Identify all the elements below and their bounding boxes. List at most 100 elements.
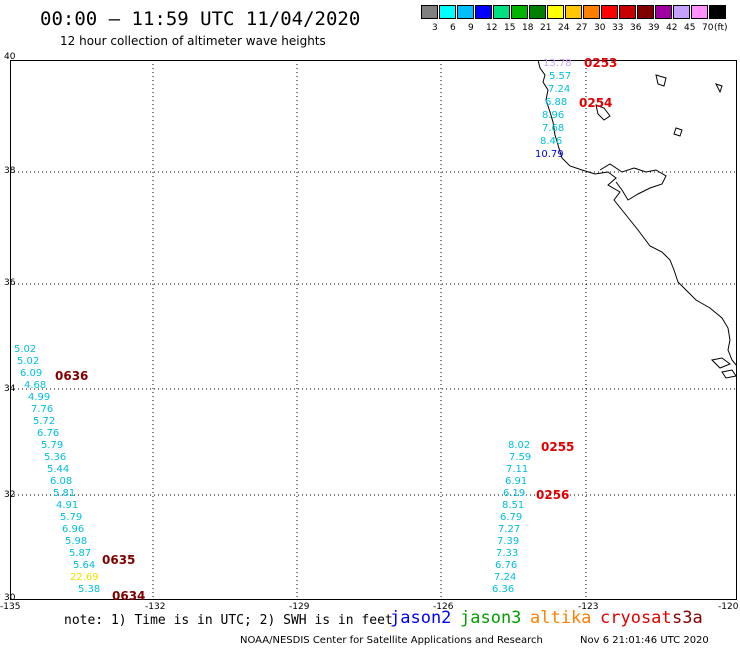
color-swatch [601, 5, 618, 19]
wave-height-value: 7.33 [496, 548, 519, 559]
color-scale-label: 45 [684, 23, 696, 33]
color-scale-label: 42 [666, 23, 678, 33]
legend-item-jason2: jason2 [390, 608, 452, 628]
wave-height-value: 6.19 [503, 488, 526, 499]
wave-height-value: 8.46 [540, 136, 563, 147]
wave-height-value: 5.79 [41, 440, 64, 451]
color-swatch [475, 5, 492, 19]
color-scale-label: (ft) [714, 23, 728, 33]
lat-label-34: 34 [4, 384, 16, 394]
color-swatch [457, 5, 474, 19]
lon-label-129: -129 [289, 602, 310, 612]
wave-height-value: 4.68 [24, 380, 47, 391]
wave-height-value: 6.09 [20, 368, 43, 379]
wave-height-value: 6.79 [500, 512, 523, 523]
wave-height-value: 8.02 [508, 440, 531, 451]
wave-height-value: 7.39 [497, 536, 520, 547]
color-scale-label: 9 [468, 23, 474, 33]
wave-height-value: 6.08 [50, 476, 73, 487]
color-swatch [619, 5, 636, 19]
credit-line: NOAA/NESDIS Center for Satellite Applica… [240, 635, 543, 646]
color-swatch [493, 5, 510, 19]
wave-height-value: 7.59 [509, 452, 532, 463]
coastline [537, 60, 737, 367]
lon-label-135: -135 [0, 602, 21, 612]
color-scale-label: 70 [702, 23, 714, 33]
color-scale-label: 27 [576, 23, 588, 33]
wave-height-value: 5.02 [17, 356, 40, 367]
wave-height-value: 5.87 [69, 548, 92, 559]
color-swatch [421, 5, 438, 19]
wave-height-value: 10.79 [535, 149, 564, 160]
pass-time-label: 0635 [102, 553, 136, 567]
lat-label-38: 38 [4, 166, 16, 176]
legend-item-s3a: s3a [672, 608, 703, 628]
lake-outline [595, 104, 611, 121]
wave-height-value: 22.69 [70, 572, 99, 583]
pass-time-label: 0255 [541, 440, 575, 454]
lake-outline [655, 74, 667, 87]
color-scale-label: 18 [522, 23, 534, 33]
wave-height-value: 4.91 [56, 500, 79, 511]
pass-time-label: 0256 [536, 488, 570, 502]
wave-height-value: 7.24 [494, 572, 517, 583]
legend-item-jason3: jason3 [460, 608, 522, 628]
wave-height-value: 5.38 [78, 584, 101, 595]
wave-height-value: 8.96 [542, 110, 565, 121]
wave-height-value: 5.79 [60, 512, 83, 523]
wave-height-value: 8.51 [502, 500, 525, 511]
wave-height-value: 6.76 [495, 560, 518, 571]
color-scale-label: 12 [486, 23, 498, 33]
lon-label-120: -120 [718, 602, 739, 612]
color-swatch [565, 5, 582, 19]
color-swatch [583, 5, 600, 19]
color-scale-label: 6 [450, 23, 456, 33]
wave-height-value: 4.99 [28, 392, 51, 403]
wave-height-value: 7.24 [548, 84, 571, 95]
color-scale-label: 36 [630, 23, 642, 33]
wave-height-value: 5.44 [47, 464, 70, 475]
wave-height-value: 5.57 [549, 71, 572, 82]
bay-shoreline [599, 163, 667, 201]
lat-label-36: 36 [4, 278, 16, 288]
color-swatch [637, 5, 654, 19]
lake-outline [673, 127, 683, 137]
pass-time-label: 0634 [112, 589, 146, 603]
color-swatch [691, 5, 708, 19]
color-scale-label: 3 [432, 23, 438, 33]
map-title: 00:00 – 11:59 UTC 11/04/2020 [40, 8, 361, 30]
wave-height-value: 5.64 [73, 560, 96, 571]
color-scale-label: 39 [648, 23, 660, 33]
pass-time-label: 0636 [55, 369, 89, 383]
color-scale-label: 33 [612, 23, 624, 33]
map-area [10, 60, 737, 600]
pass-time-label: 0254 [579, 96, 613, 110]
color-scale-label: 15 [504, 23, 516, 33]
lon-label-123: -123 [578, 602, 599, 612]
lake-outline [715, 83, 723, 94]
generated-timestamp: Nov 6 21:01:46 UTC 2020 [580, 635, 709, 646]
wave-height-value: 13.78 [543, 58, 572, 69]
map-border [10, 60, 737, 600]
wave-height-value: 5.98 [65, 536, 88, 547]
color-swatch [655, 5, 672, 19]
lat-label-30: 30 [4, 593, 16, 603]
wave-height-value: 6.91 [505, 476, 528, 487]
color-scale-label: 21 [540, 23, 552, 33]
wave-height-value: 5.81 [53, 488, 76, 499]
wave-height-value: 6.36 [492, 584, 515, 595]
color-swatch [511, 5, 528, 19]
lon-label-132: -132 [145, 602, 166, 612]
footer-note: note: 1) Time is in UTC; 2) SWH is in fe… [64, 613, 393, 628]
color-swatch [547, 5, 564, 19]
island-outline [710, 357, 732, 369]
wave-height-value: 6.88 [545, 97, 568, 108]
color-swatch [529, 5, 546, 19]
legend-item-altika: altika [530, 608, 592, 628]
wave-height-value: 5.36 [44, 452, 67, 463]
wave-height-value: 7.76 [31, 404, 54, 415]
color-scale-label: 30 [594, 23, 606, 33]
color-scale-label: 24 [558, 23, 570, 33]
wave-height-value: 7.27 [498, 524, 521, 535]
color-swatch [709, 5, 726, 19]
